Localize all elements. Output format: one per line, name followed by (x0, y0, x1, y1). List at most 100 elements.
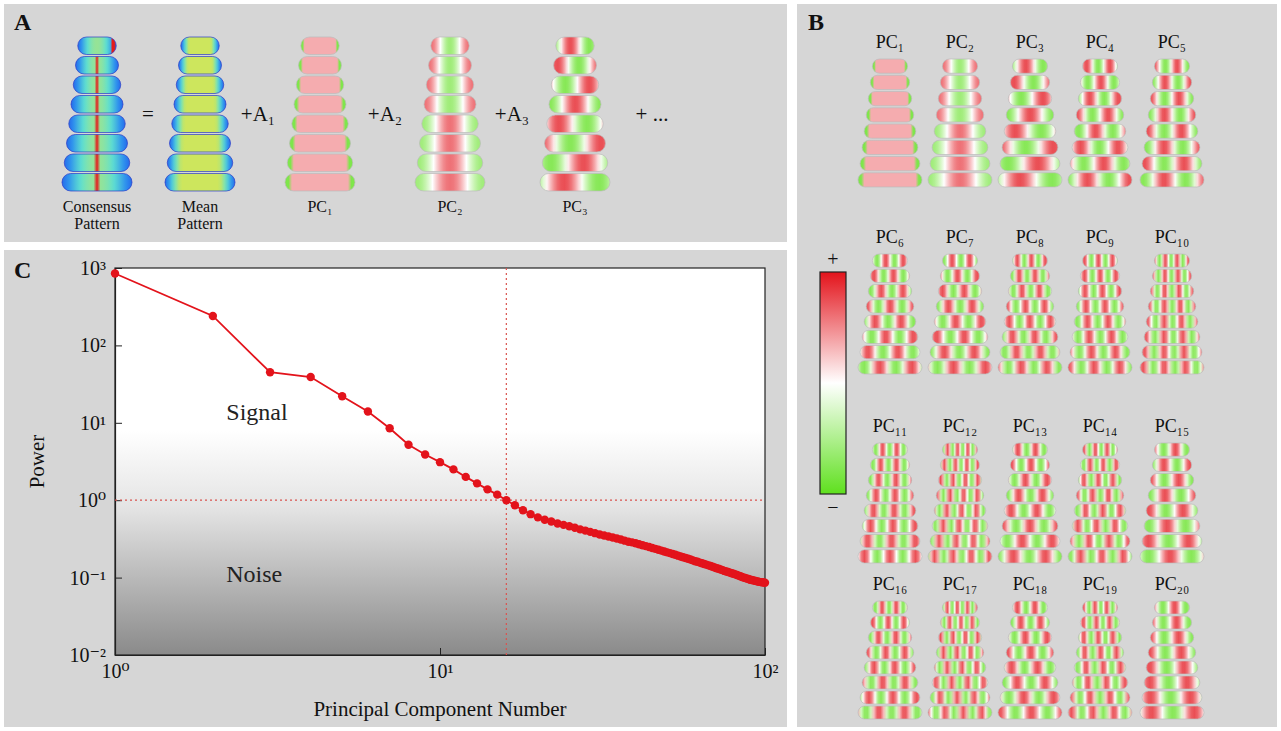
cell-image (864, 504, 916, 517)
component-label: PC₂ (946, 32, 974, 52)
cell-image (1074, 124, 1126, 138)
operator: +A₂ (368, 102, 402, 126)
cell-image (67, 135, 128, 153)
cell-image (422, 115, 479, 133)
pattern-image (928, 601, 992, 719)
cell-image (1148, 300, 1196, 313)
cell-image (866, 489, 914, 502)
cell-image (556, 37, 595, 55)
cell-image (1148, 646, 1196, 659)
pattern-image (1068, 601, 1132, 719)
axis-title: Principal Component Number (313, 697, 566, 721)
pattern-image (998, 254, 1062, 374)
pattern-image (928, 59, 992, 187)
axis: 10⁰10¹10² (101, 648, 778, 682)
text-line: Pattern (177, 215, 222, 232)
cell-image (860, 691, 920, 704)
cell-image (1072, 140, 1128, 154)
cell-image (858, 550, 922, 563)
cell-image (936, 489, 984, 502)
data-point (519, 506, 527, 514)
cell-image (1076, 489, 1124, 502)
panel-letter: B (808, 9, 824, 35)
tick-label: 10⁻² (69, 644, 106, 666)
data-point (761, 578, 769, 586)
pattern-image (858, 59, 922, 187)
cell-image (932, 676, 988, 689)
cell-image (62, 174, 132, 192)
cell-image (69, 115, 126, 133)
cell-image (1072, 676, 1128, 689)
cell-image (1074, 315, 1126, 328)
cell-image (1144, 330, 1200, 343)
data-point (209, 312, 217, 320)
cell-image (551, 76, 599, 94)
tick: 10⁻¹ (69, 567, 122, 589)
cell-image (1082, 59, 1117, 73)
cell-image (870, 458, 909, 471)
data-point (473, 479, 481, 487)
cell-image (1012, 443, 1047, 456)
cell-image (1000, 157, 1060, 171)
pattern-image (1140, 443, 1204, 563)
panel-background (797, 4, 1277, 727)
cell-image (1078, 285, 1121, 298)
annotation: Signal (226, 399, 288, 425)
cell-image (868, 474, 911, 487)
cell-image (1000, 691, 1060, 704)
text-line: Consensus (63, 198, 131, 215)
cell-image (1146, 504, 1198, 517)
cell-image (1146, 315, 1198, 328)
plot-frame (115, 268, 765, 655)
component-label: PC₉ (1086, 227, 1114, 247)
cell-image (1072, 519, 1128, 532)
operator: +A₁ (241, 102, 275, 126)
cell-image (938, 92, 981, 106)
cell-image (1006, 300, 1054, 313)
cell-image (1078, 92, 1121, 106)
component-label: PC₇ (946, 227, 974, 247)
cell-image (174, 96, 226, 114)
component-label: PC₁₀ (1155, 227, 1190, 247)
cell-image (1140, 173, 1204, 187)
cell-image (1142, 346, 1202, 359)
cell-image (1074, 661, 1126, 674)
data-point (449, 465, 457, 473)
cell-image (872, 254, 907, 267)
axis-title: Power (25, 435, 49, 489)
cell-image (1012, 254, 1047, 267)
cell-image (179, 57, 222, 75)
cell-image (420, 135, 481, 153)
cell-image (1004, 124, 1056, 138)
cell-image (1000, 535, 1060, 548)
cell-image (1152, 75, 1191, 89)
cell-image (170, 135, 231, 153)
pattern-image (858, 601, 922, 719)
pattern-image (1068, 254, 1132, 374)
pattern-image (1068, 59, 1132, 187)
component-label: PC₅ (1158, 32, 1186, 52)
pattern-image (285, 37, 355, 191)
cell-image (1154, 59, 1189, 73)
cell-image (936, 108, 984, 122)
cell-image (290, 135, 351, 153)
data-point (493, 490, 501, 498)
reference-line (506, 268, 507, 655)
cell-image (431, 37, 470, 55)
data-point (483, 485, 491, 493)
cell-image (932, 140, 988, 154)
data-point (111, 269, 119, 277)
tick: 10¹ (428, 648, 454, 682)
cell-image (862, 519, 918, 532)
cell-image (542, 154, 608, 172)
cell-image (1150, 92, 1193, 106)
cell-image (1008, 474, 1051, 487)
cell-image (868, 631, 911, 644)
cell-image (1010, 616, 1049, 629)
cell-image (1070, 157, 1130, 171)
cell-image (1142, 691, 1202, 704)
cell-image (930, 157, 990, 171)
tick-label: 10¹ (428, 660, 454, 682)
cell-image (868, 92, 911, 106)
component-label: PC₂₀ (1155, 574, 1190, 594)
